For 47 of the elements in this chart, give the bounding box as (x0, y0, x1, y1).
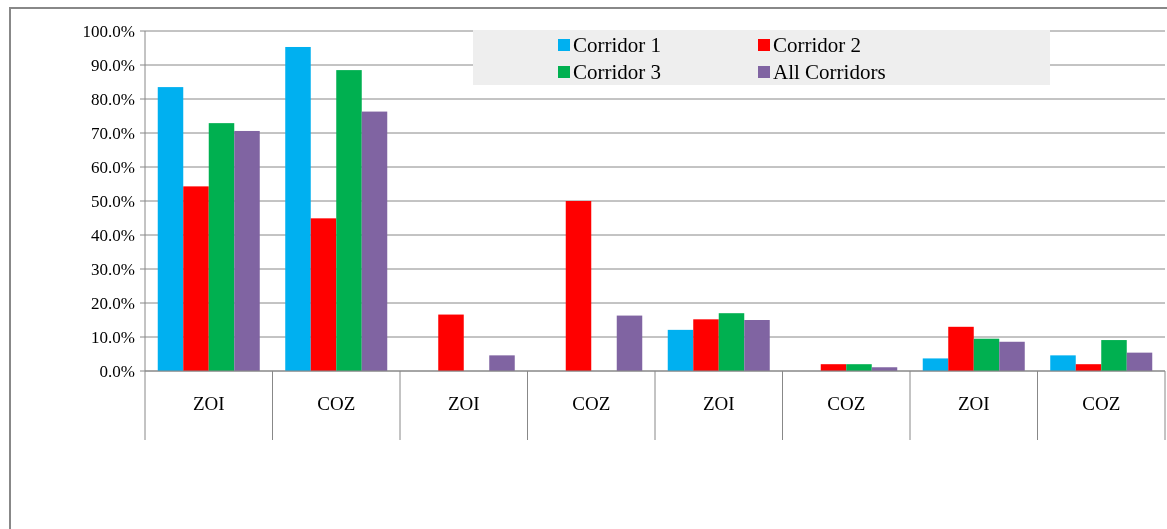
legend-label: All Corridors (773, 60, 886, 85)
x-tick-label: ZOI (957, 393, 990, 414)
x-tick-label: COZ (827, 393, 866, 414)
y-tick-label: 80.0% (91, 89, 135, 109)
x-tick-label: COZ (572, 393, 611, 414)
bar (234, 130, 260, 371)
x-tick-label: COZ (1082, 393, 1121, 414)
legend-label: Corridor 2 (773, 33, 862, 58)
bar (1126, 352, 1153, 371)
bar (948, 326, 974, 371)
legend-label: Corridor 1 (573, 33, 662, 58)
bar (157, 87, 184, 371)
bar (718, 313, 745, 371)
y-tick-label: 100.0% (82, 21, 135, 41)
y-tick-label: 50.0% (91, 191, 135, 211)
x-tick-label: ZOI (447, 393, 480, 414)
bar (846, 364, 872, 371)
x-tick-label: ZOI (702, 393, 735, 414)
y-tick-label: 20.0% (91, 293, 135, 313)
bar (208, 123, 235, 371)
y-tick-label: 0.0% (99, 361, 135, 381)
bar (565, 201, 592, 371)
y-tick-label: 90.0% (91, 55, 135, 75)
bar (922, 358, 949, 371)
bar (310, 218, 337, 371)
y-tick-label: 40.0% (91, 225, 135, 245)
bar (336, 70, 362, 371)
bar (183, 186, 209, 371)
legend-label: Corridor 3 (573, 60, 662, 85)
bar (361, 111, 388, 371)
x-tick-label: ZOI (192, 393, 225, 414)
bar (285, 46, 311, 371)
bar (438, 314, 464, 371)
bar (667, 329, 694, 371)
bar (744, 320, 770, 371)
bar (973, 338, 1000, 371)
y-tick-label: 30.0% (91, 259, 135, 279)
x-tick-label: COZ (317, 393, 356, 414)
y-tick-label: 70.0% (91, 123, 135, 143)
bar (1101, 340, 1127, 371)
bar (616, 315, 643, 371)
bar (489, 355, 515, 371)
y-tick-label: 60.0% (91, 157, 135, 177)
bar (999, 341, 1025, 371)
y-tick-label: 10.0% (91, 327, 135, 347)
bar (1050, 355, 1076, 371)
bar (693, 319, 719, 371)
